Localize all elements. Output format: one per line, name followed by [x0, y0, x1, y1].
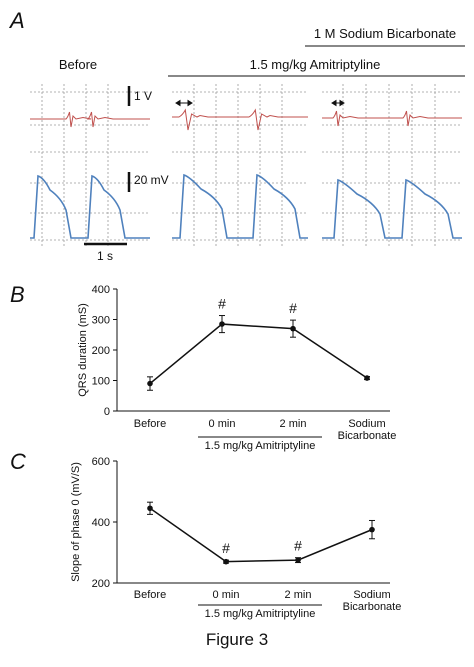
y-tick-label: 400: [92, 517, 110, 529]
ap-trace-before: [30, 174, 150, 239]
significance-marker: #: [294, 538, 302, 554]
y-axis-label: Slope of phase 0 (mV/S): [70, 462, 82, 582]
category-label: Sodium Bicarbonate: [343, 589, 402, 613]
grid-before: [30, 84, 150, 246]
data-point: [369, 526, 375, 533]
category-label: Before: [134, 418, 166, 430]
grid-bicarbonate: [322, 84, 462, 246]
series-line: [149, 507, 373, 563]
y-tick-label: 200: [92, 578, 110, 590]
amitriptyline-label: 1.5 mg/kg Amitriptyline: [250, 57, 381, 72]
y-tick-label: 100: [92, 376, 110, 388]
data-point: [147, 505, 153, 512]
group-label: 1.5 mg/kg Amitriptyline: [205, 440, 316, 452]
panel-a-label: A: [8, 8, 25, 33]
ecg-trace-amitriptyline: [172, 108, 308, 131]
time-scale-label: 1 s: [97, 249, 113, 263]
ecg-trace-bicarbonate: [322, 110, 462, 127]
category-label: Before: [134, 589, 166, 601]
y-tick-label: 300: [92, 315, 110, 327]
chart-phase0-slope: 200 400 600 Slope of phase 0 (mV/S) Before 0 …: [70, 456, 401, 620]
significance-marker: #: [218, 296, 226, 312]
category-label: 0 min: [209, 418, 236, 430]
before-label: Before: [59, 57, 97, 72]
ap-trace-amitriptyline: [172, 173, 308, 239]
ecg-trace-before: [30, 111, 150, 128]
ap-trace-bicarbonate: [322, 178, 462, 239]
panel-c-label: C: [10, 449, 26, 474]
data-point: [290, 325, 296, 332]
bicarbonate-label: 1 M Sodium Bicarbonate: [314, 26, 456, 41]
category-label: 2 min: [285, 589, 312, 601]
series-line: [149, 323, 368, 385]
y-axis-label: QRS duration (mS): [77, 303, 89, 397]
y-tick-label: 600: [92, 456, 110, 468]
ap-scale-label: 20 mV: [134, 173, 169, 187]
y-tick-label: 0: [104, 406, 110, 418]
category-label: 0 min: [213, 589, 240, 601]
figure-caption: Figure 3: [205, 630, 269, 649]
significance-marker: #: [222, 540, 230, 556]
ecg-scale-label: 1 V: [134, 89, 152, 103]
grid-amitriptyline: [172, 84, 308, 246]
category-label: Sodium Bicarbonate: [338, 418, 397, 442]
data-point: [223, 558, 229, 565]
group-label: 1.5 mg/kg Amitriptyline: [205, 608, 316, 620]
qrs-width-arrow-bicarbonate: [331, 99, 345, 107]
category-label: 2 min: [280, 418, 307, 430]
significance-marker: #: [289, 300, 297, 316]
data-point: [219, 321, 225, 327]
data-point: [295, 557, 301, 563]
y-tick-label: 400: [92, 284, 110, 296]
y-tick-label: 200: [92, 345, 110, 357]
panel-b-label: B: [10, 282, 25, 307]
data-point: [364, 375, 370, 381]
data-point: [147, 380, 153, 387]
qrs-width-arrow-amitriptyline: [175, 99, 193, 107]
